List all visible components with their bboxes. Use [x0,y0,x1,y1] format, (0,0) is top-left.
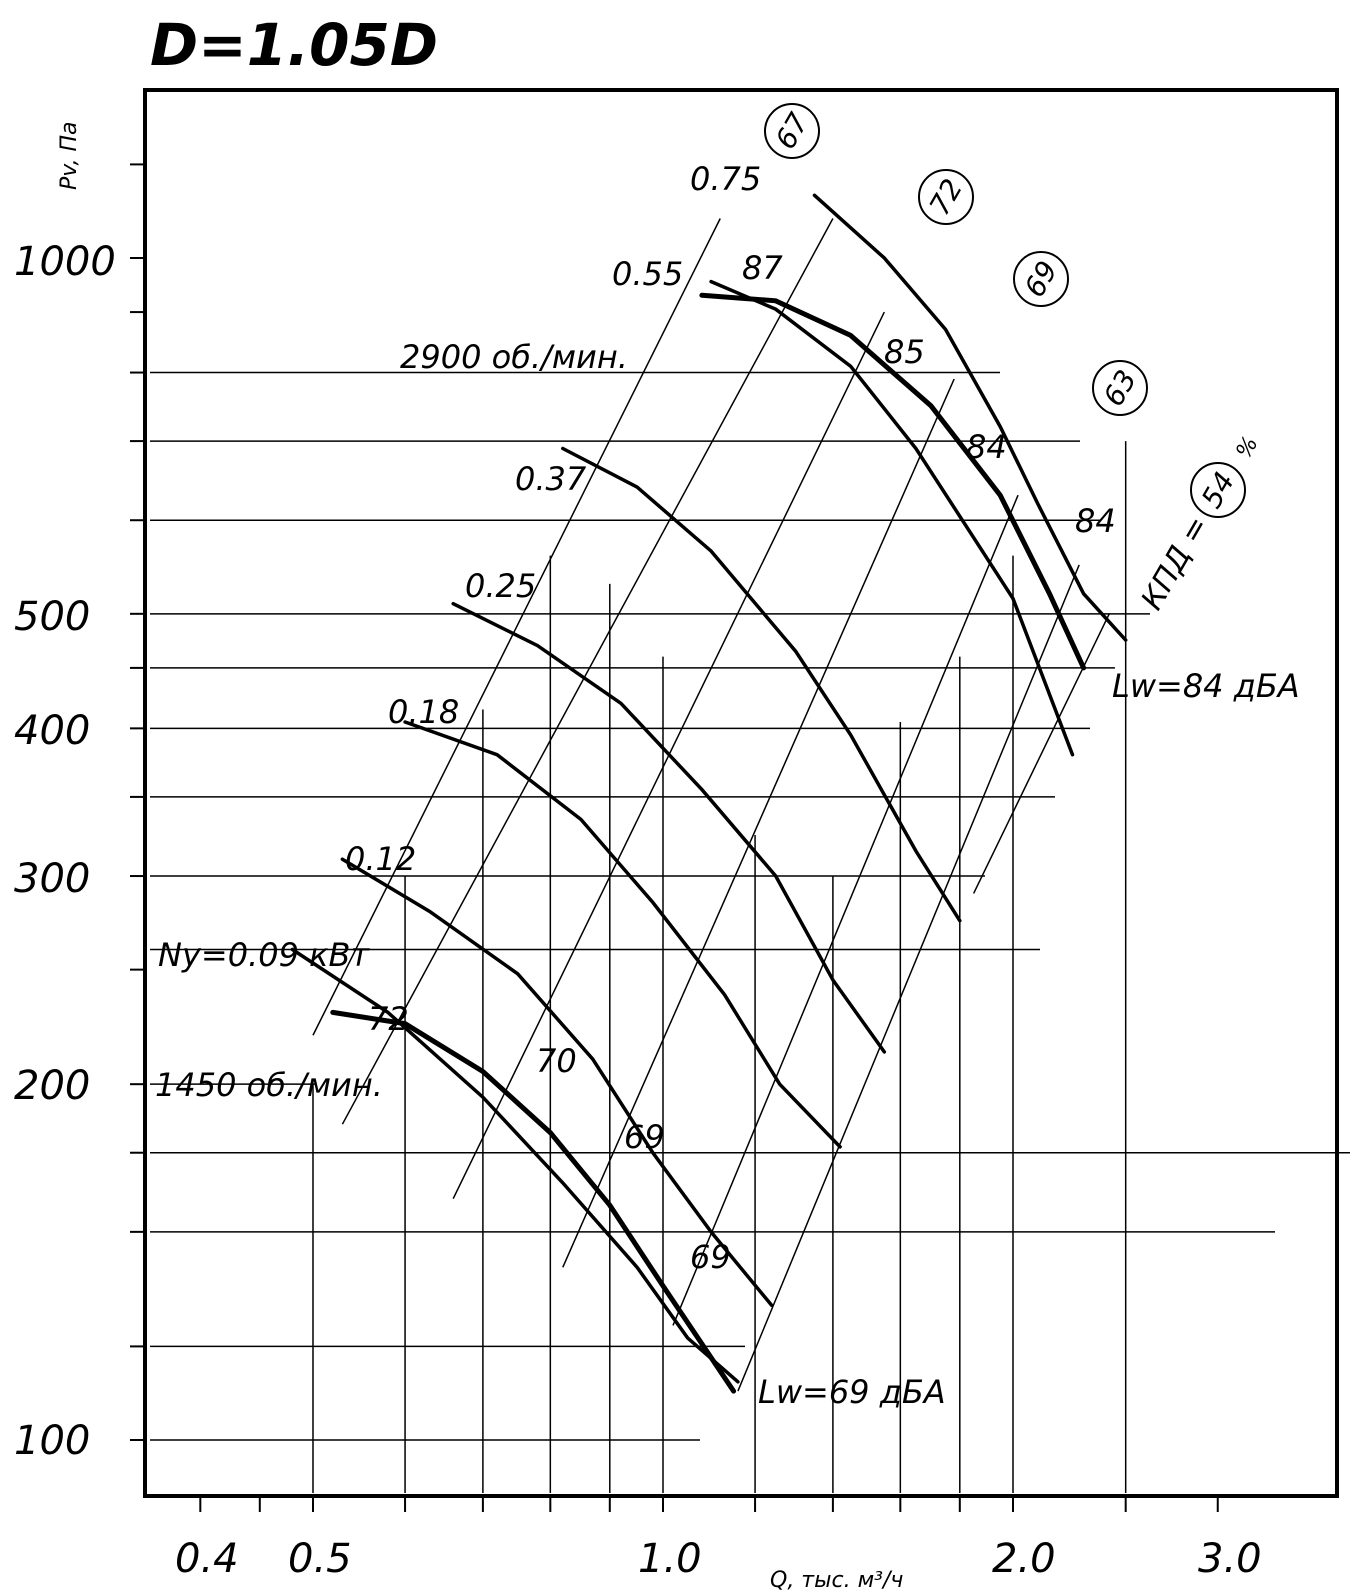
power-curve [812,193,1128,642]
level-label: 87 [742,249,783,287]
power-curve [290,947,740,1384]
efficiency-label: КПД = [1135,510,1216,616]
speed-label: 2900 об./мин. [400,338,628,376]
sound-label: Lw=84 дБА [1112,667,1300,705]
x-tick-label: 1.0 [638,1536,702,1582]
level-label: 70 [536,1042,577,1080]
power-label: 0.55 [612,255,683,293]
level-label: 84 [1075,502,1116,540]
y-tick-labels: 100 200 300 400 500 1000 [14,239,116,1464]
efficiency-circle [918,169,974,225]
speed-labels: 2900 об./мин. 1450 об./мин. [155,338,628,1104]
y-tick-label: 400 [14,708,90,754]
power-label: Ny=0.09 кВт [158,936,370,974]
efficiency-unit: % [1232,432,1264,463]
axis-ticks [130,163,1219,1512]
grid-lines [150,371,1350,1493]
y-tick-label: 500 [14,594,90,640]
power-label: 0.37 [515,460,587,498]
speed-curve [699,292,1087,671]
level-label: 72 [368,1000,409,1038]
power-label: 0.75 [690,160,761,198]
diagonal-line [672,494,1019,1326]
power-labels: 0.75 0.55 0.37 0.25 0.18 0.12 Ny=0.09 кВ… [158,160,761,974]
sound-labels: Lw=84 дБА Lw=69 дБА [758,667,1300,1411]
efficiency-circle [1013,251,1069,307]
efficiency-circle [1092,360,1148,416]
chart-title: D=1.05D [150,11,438,79]
diagonal-line [562,378,955,1268]
x-tick-label: 0.4 [175,1536,239,1582]
diagonal-line [312,218,721,1036]
sound-label: Lw=69 дБА [758,1373,946,1411]
efficiency-circle [1190,462,1246,518]
power-curve [451,601,887,1054]
efficiency-circle [764,103,820,159]
x-tick-label: 2.0 [992,1536,1056,1582]
diagonal-guide-lines [312,218,1110,1392]
power-curve [340,857,774,1308]
y-tick-label: 100 [14,1418,90,1464]
x-tick-label: 0.5 [288,1536,352,1582]
power-curves [290,193,1128,1384]
level-label: 69 [690,1238,731,1276]
y-axis-label: Pv, Па [57,121,82,190]
y-tick-label: 1000 [14,239,116,285]
level-labels: 87 85 84 84 72 70 69 69 [368,249,1116,1276]
power-label: 0.25 [465,567,536,605]
speed-curves [330,292,1087,1394]
level-label: 85 [884,333,925,371]
power-label: 0.12 [345,840,416,878]
power-curve [403,720,842,1149]
diagonal-line [972,613,1110,894]
power-label: 0.18 [388,693,459,731]
x-tick-label: 3.0 [1198,1536,1262,1582]
x-axis-label: Q, тыс. м³/ч [770,1568,903,1593]
speed-label: 1450 об./мин. [155,1066,383,1104]
diagonal-line [341,218,834,1125]
power-curve [709,279,1075,757]
diagonal-line [737,564,1080,1392]
speed-curve [330,1009,737,1394]
y-tick-label: 300 [14,856,90,902]
level-label: 84 [966,428,1007,466]
x-tick-labels: 0.4 0.5 1.0 2.0 3.0 [175,1536,1262,1582]
level-label: 69 [624,1118,665,1156]
power-curve [561,446,962,923]
y-tick-label: 200 [14,1063,90,1109]
plot-frame [143,88,1339,1498]
